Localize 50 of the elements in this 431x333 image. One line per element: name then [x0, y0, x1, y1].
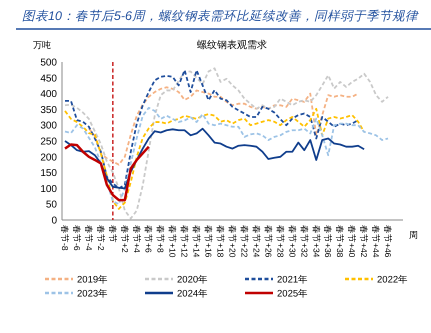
x-tick-label: 春节+40: [347, 225, 358, 258]
y-tick-label: 50: [46, 200, 58, 211]
y-tick-label: 150: [40, 168, 58, 180]
legend-label: 2025年: [277, 288, 308, 300]
y-tick-label: 0: [51, 216, 58, 226]
y-axis-title: 万吨: [33, 40, 51, 50]
x-tick-label: 春节+36: [323, 225, 334, 258]
x-tick-label: 春节+26: [263, 225, 274, 258]
chart-title: 图表10：春节后5-6周，螺纹钢表需环比延续改善，同样弱于季节规律: [22, 9, 419, 23]
x-tick-label: 春节+2: [120, 225, 130, 253]
x-tick-label: 春节-6: [72, 225, 82, 251]
x-tick-label: 春节+16: [204, 225, 214, 258]
legend-label: 2019年: [77, 274, 108, 286]
x-axis-title: 周: [409, 230, 418, 240]
y-tick-label: 200: [40, 152, 58, 164]
legend-label: 2024年: [177, 288, 208, 300]
x-tick-label: 春节+24: [251, 225, 262, 258]
y-tick-label: 350: [40, 104, 58, 116]
x-tick-label: 春节-4: [84, 225, 94, 251]
x-tick-label: 春节+28: [275, 225, 286, 258]
x-tick-label: 春节-2: [96, 225, 106, 251]
x-tick-label: 春节+46: [383, 225, 394, 258]
y-tick-label: 450: [40, 73, 58, 84]
x-tick-label: 春节+6: [144, 225, 154, 253]
y-tick-label: 500: [40, 58, 58, 68]
x-tick-label: 春节: [108, 225, 118, 243]
y-tick-label: 250: [40, 136, 58, 148]
x-tick-label: 春节+44: [371, 225, 382, 258]
x-tick-label: 春节+14: [192, 225, 202, 258]
x-tick-label: 春节+32: [299, 225, 310, 258]
y-tick-label: 300: [40, 120, 58, 132]
x-tick-label: 春节+4: [132, 225, 142, 253]
x-tick-label: 春节+34: [311, 225, 322, 258]
x-tick-label: 春节+38: [335, 225, 346, 258]
legend-label: 2020年: [177, 274, 208, 286]
x-tick-label: 春节+8: [156, 225, 166, 253]
legend-label: 2023年: [77, 288, 108, 300]
x-tick-label: 春节+42: [359, 225, 370, 258]
chart-subtitle: 螺纹钢表观需求: [197, 39, 267, 51]
x-tick-label: 春节+22: [239, 225, 250, 258]
y-tick-label: 100: [40, 184, 58, 195]
legend-label: 2022年: [377, 274, 408, 286]
x-tick-label: 春节+30: [287, 225, 298, 258]
y-tick-label: 400: [40, 89, 58, 100]
legend-label: 2021年: [277, 274, 308, 286]
x-tick-label: 春节+20: [228, 225, 238, 258]
x-tick-label: 春节+18: [216, 225, 226, 258]
x-tick-label: 春节+10: [168, 225, 178, 258]
x-tick-label: 春节-8: [60, 225, 70, 251]
x-tick-label: 春节+12: [180, 225, 190, 258]
